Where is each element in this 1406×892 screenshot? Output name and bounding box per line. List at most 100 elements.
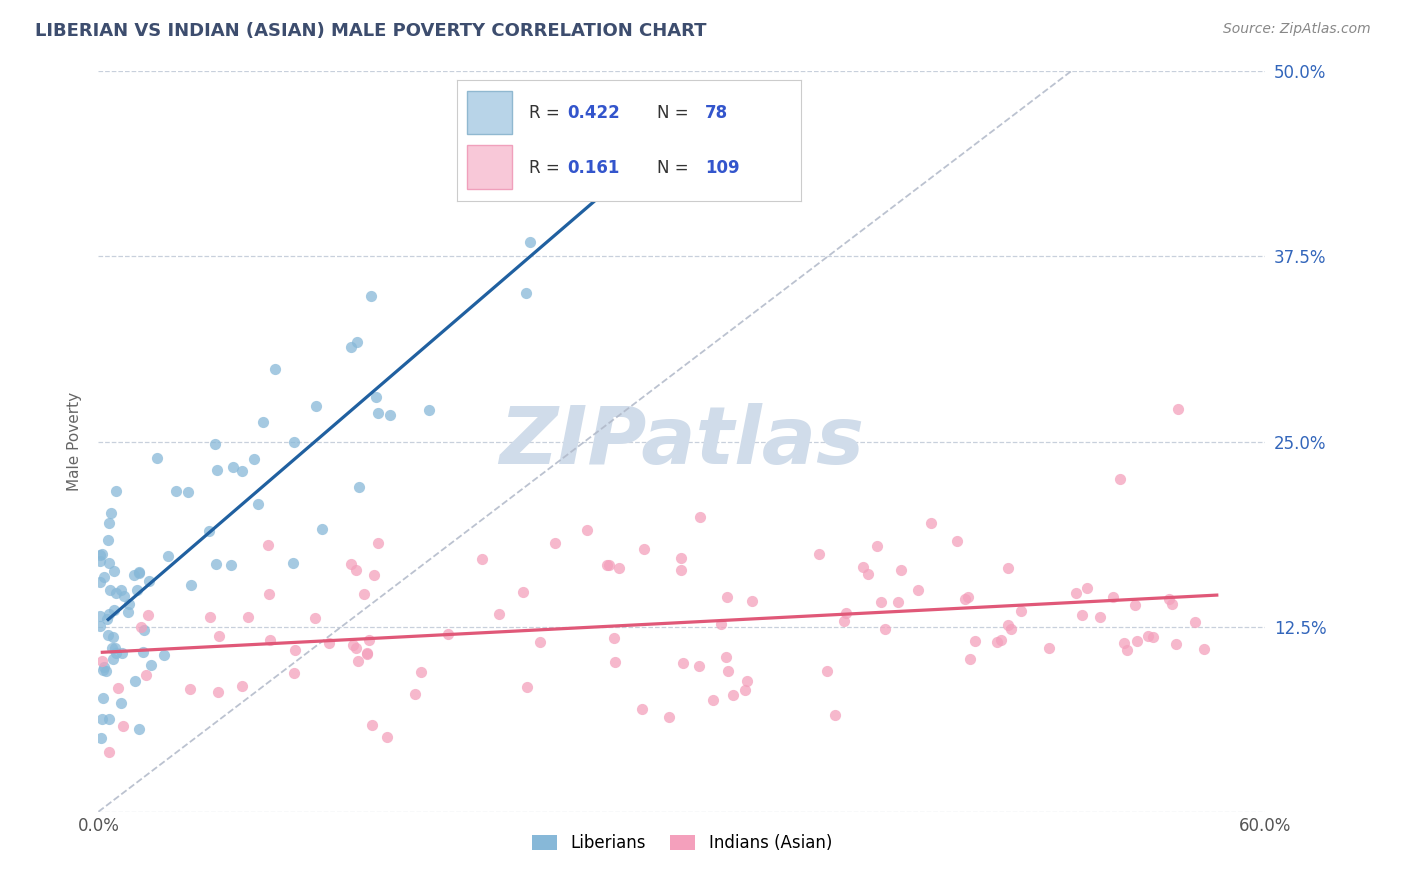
Point bbox=[89, 554, 111, 568]
Point bbox=[259, 632, 281, 647]
Point bbox=[1038, 640, 1060, 655]
Point bbox=[165, 484, 187, 499]
Text: R =: R = bbox=[529, 159, 565, 178]
Point bbox=[96, 612, 118, 626]
Point bbox=[339, 557, 361, 571]
Point bbox=[89, 574, 111, 589]
Point bbox=[356, 646, 378, 660]
Point bbox=[1115, 643, 1137, 657]
Point bbox=[284, 643, 307, 657]
Point bbox=[104, 586, 127, 600]
Y-axis label: Male Poverty: Male Poverty bbox=[67, 392, 83, 491]
Point bbox=[956, 590, 979, 604]
Point bbox=[519, 235, 541, 249]
Point bbox=[112, 590, 135, 604]
Point bbox=[117, 597, 139, 611]
Point bbox=[104, 484, 127, 499]
Point bbox=[153, 648, 176, 662]
Point bbox=[404, 687, 426, 701]
Point bbox=[89, 618, 111, 632]
Point bbox=[997, 618, 1019, 632]
Point bbox=[122, 568, 145, 582]
Point bbox=[221, 558, 243, 572]
Point bbox=[418, 403, 440, 417]
Point bbox=[965, 633, 987, 648]
Point bbox=[93, 570, 115, 584]
FancyBboxPatch shape bbox=[467, 145, 512, 188]
Point bbox=[436, 627, 458, 641]
Point bbox=[378, 408, 401, 422]
Point bbox=[124, 673, 146, 688]
Point bbox=[136, 608, 159, 623]
Point bbox=[138, 574, 160, 588]
Point bbox=[873, 622, 896, 636]
Point bbox=[835, 606, 858, 620]
Point bbox=[735, 674, 758, 689]
Point bbox=[207, 685, 229, 699]
Point bbox=[311, 522, 333, 536]
Point bbox=[93, 660, 115, 674]
Point bbox=[710, 617, 733, 632]
Point bbox=[890, 563, 912, 577]
Text: 78: 78 bbox=[704, 103, 728, 122]
Point bbox=[920, 516, 942, 530]
Point bbox=[689, 509, 711, 524]
Point bbox=[318, 635, 340, 649]
Point bbox=[98, 746, 121, 760]
Point bbox=[598, 558, 620, 573]
Point bbox=[716, 590, 738, 604]
Text: R =: R = bbox=[529, 103, 565, 122]
Point bbox=[157, 549, 180, 564]
Point bbox=[97, 713, 120, 727]
Point bbox=[90, 731, 112, 745]
Point bbox=[204, 437, 226, 451]
Point bbox=[946, 534, 969, 549]
Point bbox=[281, 556, 304, 570]
Point bbox=[516, 680, 538, 694]
Point bbox=[346, 334, 368, 349]
Point bbox=[672, 656, 695, 670]
Point bbox=[1136, 629, 1159, 643]
Point bbox=[131, 620, 153, 634]
Point bbox=[1000, 622, 1022, 636]
Point bbox=[97, 533, 120, 547]
Point bbox=[1157, 592, 1180, 607]
Point bbox=[630, 702, 652, 716]
Point bbox=[360, 289, 382, 303]
Point bbox=[815, 665, 838, 679]
Point bbox=[344, 641, 367, 656]
Point bbox=[132, 623, 155, 637]
Point bbox=[714, 650, 737, 665]
Point bbox=[471, 552, 494, 566]
Point bbox=[866, 539, 889, 553]
Point bbox=[907, 582, 929, 597]
Point bbox=[367, 536, 389, 550]
Point bbox=[257, 587, 280, 601]
Point bbox=[997, 561, 1019, 575]
Point bbox=[688, 659, 710, 673]
Point bbox=[986, 635, 1008, 649]
Point bbox=[231, 679, 253, 693]
Point bbox=[1064, 586, 1087, 600]
Point bbox=[1076, 581, 1098, 595]
Point bbox=[658, 710, 681, 724]
Point bbox=[366, 390, 388, 404]
Point bbox=[91, 653, 114, 667]
Point bbox=[990, 632, 1012, 647]
Point bbox=[103, 603, 125, 617]
Point bbox=[247, 497, 270, 511]
Point bbox=[243, 451, 266, 466]
Point bbox=[96, 665, 118, 679]
Point bbox=[208, 629, 231, 643]
Point bbox=[1167, 401, 1189, 416]
Point bbox=[363, 568, 385, 582]
Point bbox=[512, 584, 534, 599]
Text: Source: ZipAtlas.com: Source: ZipAtlas.com bbox=[1223, 22, 1371, 37]
Point bbox=[110, 582, 132, 597]
Point bbox=[603, 631, 626, 645]
Point bbox=[356, 647, 378, 661]
Point bbox=[90, 547, 112, 561]
Point bbox=[734, 682, 756, 697]
Point bbox=[132, 645, 155, 659]
Point bbox=[953, 591, 976, 606]
